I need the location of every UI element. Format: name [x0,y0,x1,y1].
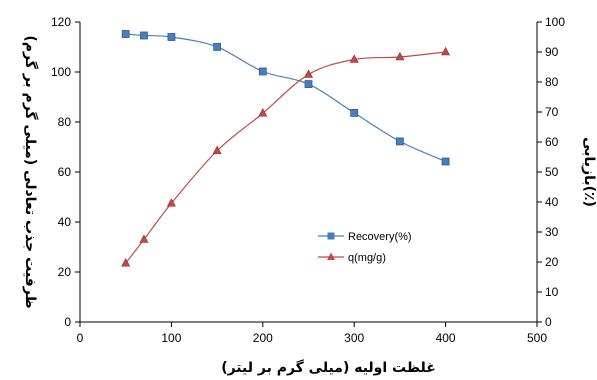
y-axis-right-title: بازیابی(٪) [581,137,597,207]
x-tick-label: 300 [344,331,364,345]
series-markers [121,30,451,267]
y-left-tick-label: 100 [51,65,71,79]
x-tick-label: 400 [436,331,456,345]
recovery-point [441,157,450,166]
y-right-tick-label: 90 [545,45,559,59]
q-point [441,46,451,56]
x-tick-label: 200 [253,331,273,345]
q-point [395,51,405,61]
x-tick-label: 100 [161,331,181,345]
recovery-point [350,109,359,117]
y-right-tick-label: 60 [545,135,559,149]
recovery-point [304,80,313,88]
recovery-point [167,33,176,41]
y-right-tick-label: 70 [545,105,559,119]
y-right-tick-label: 80 [545,75,559,89]
axes: 0 100 200 300 400 500 0 20 40 60 80 100 120 0 10 20 30 40… [51,15,565,345]
y-right-tick-label: 30 [545,225,559,239]
x-tick-label: 0 [77,331,84,345]
q-point [304,69,313,78]
y-right-tick-label: 10 [545,285,559,299]
y-left-tick-label: 40 [58,215,72,229]
q-point [212,145,222,155]
y-left-tick-label: 80 [58,115,72,129]
q-point [349,54,359,63]
legend-label: q(mg/g) [348,252,386,264]
y-left-tick-label: 20 [58,265,72,279]
y-right-tick-label: 100 [545,15,565,29]
q-point [121,258,131,267]
y-right-tick-label: 40 [545,195,559,209]
y-left-tick-label: 120 [51,15,71,29]
x-axis-title: غلظت اولیه (میلی گرم بر لیتر) [221,359,436,376]
recovery-point [140,31,148,40]
recovery-point [258,67,267,76]
y-axis-left-title: ظرفیت جذب تعادلی (میلی گرم بر گرم) [22,35,39,308]
recovery-point [121,30,130,38]
q-point [258,108,268,117]
y-left-tick-label: 60 [58,165,72,179]
series-lines [125,33,446,264]
y-left-tick-label: 0 [64,315,71,329]
recovery-point [213,43,222,51]
legend: Recovery(%) q(mg/g) [318,231,412,264]
x-tick-label: 500 [527,331,547,345]
recovery-point [395,137,404,146]
q-point [139,234,149,243]
y-right-tick-label: 20 [545,255,559,269]
legend-label: Recovery(%) [348,231,412,243]
legend-marker [327,232,335,240]
y-right-tick-label: 50 [545,165,559,179]
legend-marker [327,252,335,260]
y-right-tick-label: 0 [545,315,552,329]
q-point [166,198,176,207]
